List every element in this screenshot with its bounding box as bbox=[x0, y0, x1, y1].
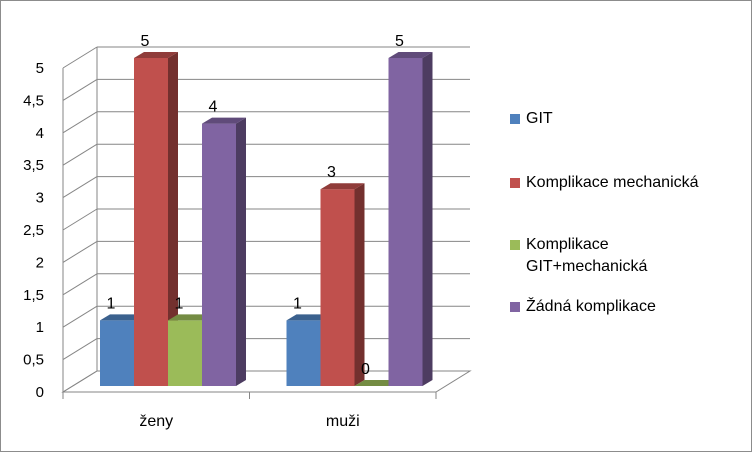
y-tick-label: 3 bbox=[36, 190, 44, 207]
bar-top bbox=[202, 117, 246, 124]
bar-0-1 bbox=[286, 320, 321, 386]
data-label: 3 bbox=[327, 164, 336, 181]
gridline-side bbox=[62, 240, 98, 263]
legend-label-none: Žádná komplikace bbox=[526, 298, 656, 315]
y-tick-label: 2,5 bbox=[23, 222, 44, 239]
bar-1-0 bbox=[134, 58, 168, 386]
bar-side bbox=[236, 117, 246, 386]
legend-item-git: GIT bbox=[510, 108, 553, 130]
bar-side bbox=[422, 52, 433, 386]
bar-top bbox=[388, 52, 433, 58]
data-label: 1 bbox=[175, 295, 184, 312]
data-label: 5 bbox=[395, 33, 404, 50]
bar-2-0 bbox=[168, 320, 202, 386]
category-label: ženy bbox=[139, 413, 173, 430]
gridline-side bbox=[62, 176, 98, 199]
legend-label-combined: Komplikace GIT+mechanická bbox=[526, 236, 648, 275]
bar-top bbox=[320, 183, 365, 190]
y-tick-label: 0,5 bbox=[23, 352, 44, 369]
y-tick-label: 4,5 bbox=[23, 92, 44, 109]
legend-item-none: Žádná komplikace bbox=[510, 296, 656, 318]
gridline-side bbox=[62, 273, 98, 296]
data-label: 1 bbox=[293, 295, 302, 312]
y-tick-label: 0 bbox=[36, 384, 44, 401]
y-tick-label: 5 bbox=[36, 60, 44, 77]
data-label: 1 bbox=[107, 295, 116, 312]
y-tick-label: 1,5 bbox=[23, 287, 44, 304]
bar-3-0 bbox=[202, 123, 236, 386]
y-tick-label: 3,5 bbox=[23, 157, 44, 174]
bar-1-1 bbox=[320, 189, 355, 386]
legend-item-combined: Komplikace GIT+mechanická bbox=[510, 234, 647, 278]
gridline-side bbox=[62, 143, 98, 166]
data-label: 5 bbox=[141, 33, 150, 50]
bar-0-0 bbox=[100, 320, 134, 386]
bar-top bbox=[134, 52, 178, 58]
bar-3-1 bbox=[388, 58, 423, 386]
bar-top bbox=[168, 314, 212, 321]
y-tick-label: 4 bbox=[36, 125, 44, 142]
bar-top bbox=[100, 314, 144, 321]
bar-2-1 bbox=[354, 380, 399, 386]
legend-swatch-git bbox=[510, 114, 520, 124]
y-tick-label: 1 bbox=[36, 319, 44, 336]
data-label: 0 bbox=[361, 361, 370, 378]
category-label: muži bbox=[326, 413, 360, 430]
chart-floor bbox=[61, 370, 472, 393]
bar-side bbox=[168, 52, 178, 386]
legend-swatch-mechanical bbox=[510, 178, 520, 188]
gridline-side bbox=[62, 305, 98, 328]
bar-side bbox=[354, 183, 365, 386]
gridline-side bbox=[62, 208, 98, 231]
y-tick-label: 2 bbox=[36, 254, 44, 271]
legend-swatch-none bbox=[510, 302, 520, 312]
legend-swatch-combined bbox=[510, 240, 520, 250]
legend-item-mechanical: Komplikace mechanická bbox=[510, 172, 699, 194]
gridline-side bbox=[62, 78, 98, 101]
gridline-side bbox=[62, 338, 98, 361]
legend-label-git: GIT bbox=[526, 110, 553, 127]
legend-label-mechanical: Komplikace mechanická bbox=[526, 174, 699, 191]
gridline-side bbox=[62, 46, 98, 69]
bar-top bbox=[286, 314, 331, 321]
data-label: 4 bbox=[209, 99, 218, 116]
gridline-side bbox=[62, 111, 98, 134]
